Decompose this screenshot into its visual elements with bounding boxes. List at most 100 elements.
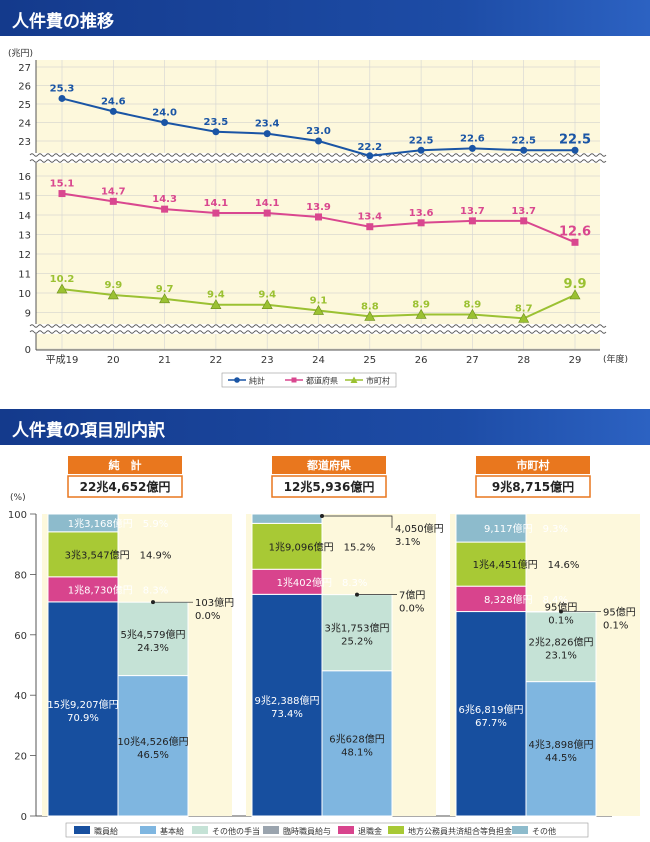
data-label: 24.0 [152,108,177,119]
y-tick-label: 23 [18,137,31,148]
breakdown-segment [525,611,597,683]
data-point [417,146,425,154]
y-tick-label: 60 [14,631,27,642]
data-point [263,130,271,138]
data-label: 10.2 [50,274,75,285]
legend-label: 臨時職員給与 [283,826,331,836]
data-point [315,137,322,145]
segment-amount-percent: 1兆3,168億円 5.9% [68,517,168,530]
breakdown-segment [117,675,189,817]
data-point [366,223,374,231]
data-label: 14.3 [152,194,177,205]
y-tick-label: 80 [14,570,27,581]
data-point [263,209,271,217]
data-point [159,293,171,304]
y-tick-label: 12 [18,250,31,261]
x-tick-label: 22 [210,355,223,366]
segment-amount: 9兆2,388億円 [255,694,320,707]
axis-break-line [29,153,607,157]
data-label: 22.5 [559,132,591,147]
group-header [68,456,182,474]
x-tick-label: 27 [466,355,479,366]
callout-amount: 95億円 [603,606,636,619]
segment-amount: 95億円 [545,601,578,614]
callout-percent: 0.0% [195,611,220,622]
data-label: 15.1 [50,179,75,190]
segment-amount-percent: 3兆3,547億円 14.9% [65,548,172,561]
segment-amount: 6兆628億円 [329,732,384,745]
segment-amount-percent: 1兆4,451億円 14.6% [473,558,580,571]
data-point [315,213,322,221]
legend-swatch [338,826,354,834]
data-point [210,299,222,309]
data-label: 13.6 [409,208,434,219]
axis-break-band [30,153,606,163]
legend-marker [291,377,297,383]
y-tick-label: 100 [8,510,27,521]
data-label: 13.7 [511,206,536,217]
axis-break-line [29,330,607,334]
data-point [520,146,528,154]
x-tick-label: 29 [569,355,582,366]
data-label: 14.1 [255,198,280,209]
legend-label: 純計 [249,376,265,386]
legend-label: その他の手当 [212,826,260,836]
data-label: 22.6 [460,133,485,144]
legend-marker [350,376,358,383]
segment-percent: 48.1% [341,747,373,758]
data-point [107,289,119,300]
legend-label: 地方公務員共済組合等負担金 [408,826,512,836]
plot-background [36,60,600,350]
breakdown-segment [117,601,189,677]
x-tick-label: 20 [107,355,120,366]
data-label: 22.5 [409,135,434,146]
data-label: 13.9 [306,202,331,213]
y-tick-label: 20 [14,752,27,763]
y-tick-label: 40 [14,691,27,702]
line-chart: 0 9 10 11 12 13 14 15 16 23 24 25 26 27 (兆円) (年度) 平成19 20… [8,48,628,388]
x-tick-label: 21 [158,355,171,366]
stacked-bar-chart: (%) 0 20 40 60 80 100 純 計 22兆4,652億円 15兆9,207億円 70… [8,456,640,838]
section-title-trend: 人件費の推移 [12,12,114,32]
data-label: 24.6 [101,96,126,107]
data-point [58,190,66,198]
data-label: 9.4 [258,290,276,301]
data-point [261,299,273,309]
section-title-breakdown: 人件費の項目別内訳 [12,421,165,441]
y-tick-label: 26 [18,82,31,93]
callout-percent: 3.1% [395,537,420,548]
data-point [56,283,68,294]
group-name: 市町村 [517,458,550,472]
data-point [364,310,376,321]
y-tick-label: 16 [18,172,31,183]
callout-percent: 0.0% [399,604,424,615]
y-tick-label: 10 [18,289,31,300]
data-label: 23.0 [306,126,331,137]
data-label: 8.7 [515,303,533,314]
data-point [468,217,476,225]
bar-segment [47,513,119,533]
segment-percent: 0.1% [548,616,573,627]
legend-swatch [512,826,528,834]
axis-break-line [29,159,607,163]
y-tick-label: 24 [18,119,31,130]
group-total: 9兆8,715億円 [492,479,574,494]
x-tick-label: 28 [517,355,530,366]
data-label: 9.1 [310,296,328,307]
data-point [569,289,581,300]
segment-amount-percent: 1兆8,730億円 8.3% [68,583,168,596]
segment-amount: 6兆6,819億円 [459,703,524,716]
breakdown-segment [321,594,393,672]
data-point [212,128,220,136]
data-label: 25.3 [50,83,75,94]
data-label: 23.5 [204,117,229,128]
y-axis-title: (兆円) [8,48,33,59]
data-label: 22.2 [357,142,382,153]
legend-label: 市町村 [366,376,390,386]
bar-segment [251,568,323,595]
data-point [161,205,169,213]
group-name: 都道府県 [306,458,351,472]
legend-label: 職員給 [94,826,118,836]
data-point [161,119,169,126]
data-point [109,107,117,115]
